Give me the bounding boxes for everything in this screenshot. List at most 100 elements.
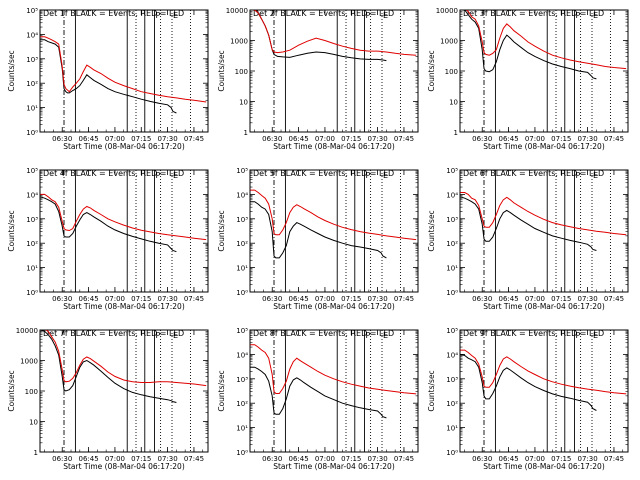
x-axis-label: Start Time (08-Mar-04 06:17:20) [273, 462, 395, 471]
x-tick-label: 07:00 [525, 455, 545, 463]
panel: Det 2f BLACK = Events, RED = LLD 1 10 100 10… [217, 7, 419, 151]
series-line-events [250, 366, 387, 419]
x-tick-label: 06:45 [288, 295, 308, 303]
x-tick-label: 07:45 [184, 295, 204, 303]
marker-label-p: P [365, 331, 370, 340]
y-tick-label: 100 [445, 68, 458, 76]
marker-label-p: P [575, 171, 580, 180]
series-line-lld [40, 193, 207, 241]
y-tick-label: 10² [446, 240, 458, 248]
plot-frame [39, 9, 209, 133]
marker-label-p: P [155, 171, 160, 180]
y-axis-label: Counts/sec [427, 210, 436, 251]
y-tick-label: 10⁵ [26, 167, 38, 175]
panel: Det 6f BLACK = Events, RED = LLD 10⁰ 10¹ 10… [427, 167, 629, 311]
y-tick-label: 10⁰ [26, 129, 38, 137]
y-tick-label: 10⁴ [446, 191, 458, 199]
y-tick-label: 10⁰ [236, 449, 248, 457]
y-axis-label: Counts/sec [217, 370, 226, 411]
y-tick-label: 10 [449, 99, 458, 107]
x-tick-label: 07:30 [158, 455, 178, 463]
y-tick-label: 10³ [446, 216, 458, 224]
chart-title: Det 5f BLACK = Events, RED = LLD [253, 169, 394, 178]
y-tick-label: 10⁵ [446, 327, 458, 335]
x-axis-label: Start Time (08-Mar-04 06:17:20) [63, 302, 185, 311]
x-tick-label: 06:45 [288, 135, 308, 143]
x-tick-label: 06:30 [472, 135, 492, 143]
x-tick-label: 07:30 [158, 135, 178, 143]
y-tick-label: 10³ [236, 216, 248, 224]
x-tick-label: 06:45 [498, 455, 518, 463]
series-line-lld [460, 192, 627, 236]
x-axis-label: Start Time (08-Mar-04 06:17:20) [483, 302, 605, 311]
series-line-lld [40, 36, 207, 103]
marker-label-p: P [155, 331, 160, 340]
panel: Det 4f BLACK = Events, RED = LLD 10⁰ 10¹ 10… [7, 167, 209, 311]
x-tick-label: 06:30 [262, 135, 282, 143]
marker-label-p: P [575, 11, 580, 20]
y-tick-label: 1 [244, 129, 248, 137]
x-tick-label: 07:45 [184, 135, 204, 143]
x-tick-label: 06:45 [78, 295, 98, 303]
series-line-lld [45, 330, 207, 387]
series-line-events [460, 10, 597, 80]
x-tick-label: 06:30 [262, 295, 282, 303]
series-line-events [460, 196, 597, 251]
x-tick-label: 07:15 [341, 135, 361, 143]
y-tick-label: 10¹ [26, 265, 38, 273]
marker-label-p: P [575, 331, 580, 340]
y-tick-label: 10⁵ [236, 327, 248, 335]
plot-frame [39, 169, 209, 293]
y-tick-label: 10⁴ [26, 31, 38, 39]
marker-label-p: P [365, 11, 370, 20]
y-tick-label: 10000 [16, 327, 38, 335]
x-tick-label: 07:30 [368, 135, 388, 143]
x-tick-label: 07:45 [604, 295, 624, 303]
x-axis-label: Start Time (08-Mar-04 06:17:20) [273, 302, 395, 311]
chart-title: Det 8f BLACK = Events, RED = LLD [253, 329, 394, 338]
y-tick-label: 10³ [236, 376, 248, 384]
y-tick-label: 10⁰ [236, 289, 248, 297]
panel: Det 7f BLACK = Events, RED = LLD 1 10 100 10… [7, 327, 209, 471]
x-tick-label: 06:45 [78, 135, 98, 143]
series-line-events [40, 39, 177, 114]
series-line-lld [460, 349, 627, 395]
y-tick-label: 1000 [20, 358, 38, 366]
marker-label-p: P [365, 171, 370, 180]
y-tick-label: 10¹ [446, 265, 458, 273]
x-tick-label: 07:00 [525, 135, 545, 143]
y-tick-label: 10 [239, 99, 248, 107]
x-tick-label: 07:30 [578, 135, 598, 143]
x-tick-label: 07:15 [551, 295, 571, 303]
marker-label-e: E [383, 331, 388, 340]
y-axis-label: Counts/sec [7, 370, 16, 411]
y-axis-label: Counts/sec [7, 50, 16, 91]
y-tick-label: 10⁰ [446, 449, 458, 457]
marker-label-e: E [173, 11, 178, 20]
y-tick-label: 10³ [26, 56, 38, 64]
x-axis-label: Start Time (08-Mar-04 06:17:20) [273, 142, 395, 151]
x-tick-label: 07:00 [105, 135, 125, 143]
x-tick-label: 07:45 [604, 135, 624, 143]
chart-title: Det 9f BLACK = Events, RED = LLD [463, 329, 604, 338]
y-tick-label: 10000 [436, 7, 458, 15]
marker-label-e: E [593, 331, 598, 340]
y-tick-label: 10⁴ [446, 351, 458, 359]
y-tick-label: 1000 [440, 38, 458, 46]
y-tick-label: 10¹ [26, 105, 38, 113]
panel: Det 9f BLACK = Events, RED = LLD 10⁰ 10¹ 10… [427, 327, 629, 471]
panel: Det 5f BLACK = Events, RED = LLD 10⁰ 10¹ 10… [217, 167, 419, 311]
plot-frame [459, 169, 629, 293]
y-tick-label: 10³ [26, 216, 38, 224]
marker-label-e: E [173, 331, 178, 340]
chart-title: Det 4f BLACK = Events, RED = LLD [43, 169, 184, 178]
x-tick-label: 07:00 [105, 455, 125, 463]
x-tick-label: 07:45 [394, 135, 414, 143]
y-tick-label: 10² [236, 240, 248, 248]
y-tick-label: 10⁴ [236, 191, 248, 199]
y-tick-label: 1000 [230, 38, 248, 46]
x-tick-label: 07:30 [578, 455, 598, 463]
y-tick-label: 10⁰ [446, 289, 458, 297]
chart-title: Det 3f BLACK = Events, RED = LLD [463, 9, 604, 18]
y-tick-label: 10² [26, 80, 38, 88]
